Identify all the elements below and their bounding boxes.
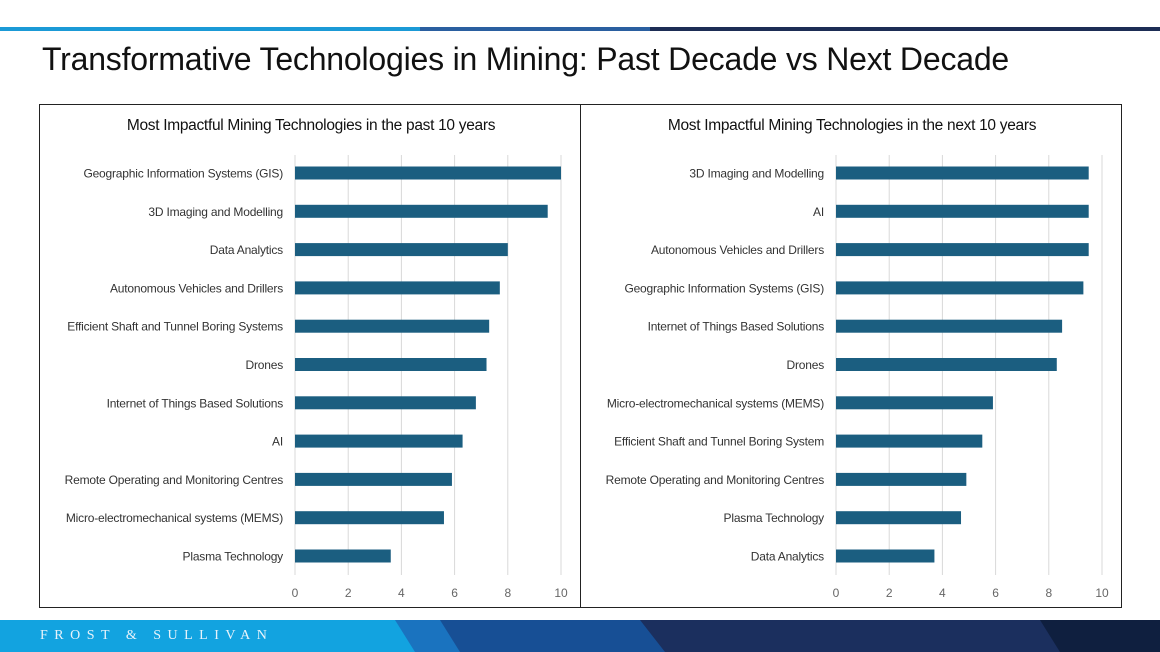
brand-logo-text: FROST & SULLIVAN [40,628,274,643]
category-label: Autonomous Vehicles and Drillers [110,281,283,295]
bar [295,396,476,410]
x-tick-label: 10 [1095,586,1109,600]
top-accent-bar-dark [650,27,1160,31]
category-label: Autonomous Vehicles and Drillers [651,243,824,257]
category-label: Geographic Information Systems (GIS) [83,167,283,181]
x-tick-label: 4 [939,586,946,600]
x-tick-label: 0 [292,586,299,600]
footer-bg-dark [640,620,1160,652]
bar [836,204,1089,218]
category-label: AI [813,205,824,219]
bar [836,396,993,410]
top-accent-bar-mid [420,27,650,31]
x-tick-label: 2 [886,586,893,600]
slide-title: Transformative Technologies in Mining: P… [42,41,1010,77]
category-label: Remote Operating and Monitoring Centres [606,473,825,487]
bar [836,358,1057,371]
bar [295,358,487,371]
x-tick-label: 10 [554,586,568,600]
category-label: Micro-electromechanical systems (MEMS) [607,396,824,410]
category-label: Remote Operating and Monitoring Centres [65,473,284,487]
bar [836,166,1089,180]
footer-bar [0,620,1160,652]
top-accent-bar-light [0,27,420,31]
category-label: Plasma Technology [183,550,284,564]
category-label: Internet of Things Based Solutions [648,320,825,334]
category-label: Plasma Technology [724,511,825,525]
category-label: 3D Imaging and Modelling [689,167,824,181]
chart-title: Most Impactful Mining Technologies in th… [668,117,1037,134]
bar [295,166,561,180]
footer-graphic [0,620,1160,652]
category-label: Micro-electromechanical systems (MEMS) [66,511,283,525]
x-tick-label: 6 [992,586,999,600]
category-label: Drones [246,358,284,372]
category-label: Drones [787,358,825,372]
bar [836,434,983,448]
x-tick-label: 6 [451,586,458,600]
x-tick-label: 0 [833,586,840,600]
category-label: AI [272,435,283,449]
chart-past-10-years: Most Impactful Mining Technologies in th… [65,117,568,600]
footer-bg-darkest [1040,620,1160,652]
category-label: Internet of Things Based Solutions [107,396,284,410]
category-label: 3D Imaging and Modelling [148,205,283,219]
bar [836,319,1063,333]
bar [295,204,548,218]
x-tick-label: 8 [504,586,511,600]
category-label: Data Analytics [751,550,824,564]
category-label: Geographic Information Systems (GIS) [624,281,824,295]
chart-panel-past: Most Impactful Mining Technologies in th… [39,104,581,608]
chart-panel-next: Most Impactful Mining Technologies in th… [580,104,1122,608]
bar [295,549,391,563]
x-tick-label: 8 [1045,586,1052,600]
chart-next-10-years: Most Impactful Mining Technologies in th… [606,117,1109,600]
bar [295,243,508,257]
bar [295,434,463,448]
chart-title: Most Impactful Mining Technologies in th… [127,117,496,134]
bar [836,549,935,563]
bar [836,243,1089,257]
x-tick-label: 2 [345,586,352,600]
bar [295,511,444,525]
category-label: Efficient Shaft and Tunnel Boring System… [67,320,283,334]
bar [295,319,490,333]
category-label: Efficient Shaft and Tunnel Boring System [614,435,824,449]
bar [836,281,1084,295]
bar [836,511,962,525]
category-label: Data Analytics [210,243,283,257]
top-accent-bar [0,27,1160,31]
bar [295,281,500,295]
x-tick-label: 4 [398,586,405,600]
bar [836,472,967,486]
bar [295,472,452,486]
